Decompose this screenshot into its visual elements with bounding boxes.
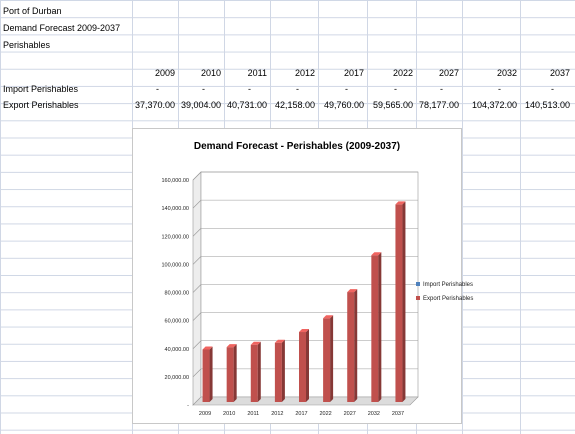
data-cell[interactable]: 49,760.00 [323,100,364,110]
y-tick-label: 20,000.00 [165,375,189,381]
bar-export-2037 [395,204,403,402]
x-tick-label: 2009 [199,411,211,417]
bar-top-export-2022 [323,315,334,319]
data-cell[interactable]: - [296,84,299,94]
data-cell[interactable]: 37,370.00 [134,100,175,110]
bar-export-2012 [274,342,282,402]
year-header-cell[interactable]: 2012 [294,68,315,78]
year-header-cell[interactable]: 2010 [200,68,221,78]
bar-export-2009 [202,349,210,402]
gridline-diagonal [192,312,202,321]
bar-top-export-2027 [347,289,358,293]
year-header-cell[interactable]: 2032 [496,68,517,78]
x-tick-label: 2011 [247,411,259,417]
year-header-cell[interactable]: 2027 [438,68,459,78]
bar-top-export-2010 [226,344,237,348]
legend-swatch [416,282,420,287]
data-cell[interactable]: - [202,84,205,94]
bar-export-2032 [371,255,379,402]
row-label[interactable]: Import Perishables [3,84,79,94]
legend-label: Export Perishables [423,296,474,302]
bar-side-export-2010 [233,344,237,402]
y-tick-label: 80,000.00 [165,291,189,297]
column-divider [462,0,463,434]
y-tick-label: 60,000.00 [165,319,189,325]
gridline-diagonal [192,256,202,265]
chart-plot: - 20,000.00 40,000.00 60,000.00 80,000.00 100… [161,171,419,417]
data-cell[interactable]: 78,177.00 [418,100,459,110]
bar-top-export-2009 [202,346,213,350]
x-tick-label: 2022 [319,411,331,417]
legend-label: Import Perishables [423,282,474,288]
data-cell[interactable]: - [498,84,501,94]
gridline-diagonal [192,199,202,209]
bar-side-export-2012 [281,339,285,402]
x-tick-label: 2010 [223,411,235,417]
data-cell[interactable]: 140,513.00 [524,100,570,110]
year-header-cell[interactable]: 2011 [247,68,267,78]
bar-side-export-2032 [378,252,382,402]
data-cell[interactable]: 59,565.00 [372,100,413,110]
chart-title: Demand Forecast - Perishables (2009-2037… [193,141,401,152]
gridline-diagonal [192,171,202,181]
gridline-diagonal [192,340,202,349]
legend-entry[interactable]: Import Perishables [416,281,473,290]
bar-side-export-2009 [209,346,213,402]
bar-side-export-2011 [257,341,261,402]
y-tick-label: 40,000.00 [165,347,189,353]
bar-export-2011 [250,344,258,402]
data-cell[interactable]: - [551,84,554,94]
bar-export-2010 [226,347,234,402]
data-cell[interactable]: - [248,84,251,94]
y-tick-label: 160,000.00 [161,178,189,184]
y-tick-label: 100,000.00 [161,262,189,268]
chart[interactable]: Demand Forecast - Perishables (2009-2037… [132,128,473,424]
x-tick-label: 2017 [295,411,307,417]
bar-top-export-2032 [371,252,382,256]
year-header-cell[interactable]: 2009 [154,68,175,78]
legend-swatch [416,296,420,301]
data-cell[interactable]: 42,158.00 [274,100,315,110]
bar-top-export-2017 [299,329,309,333]
year-header-cell[interactable]: 2022 [392,68,413,78]
bar-side-export-2022 [330,315,334,402]
year-header-cell[interactable]: 2037 [549,68,570,78]
y-tick-label: - [187,403,189,409]
row-label[interactable]: Export Perishables [3,100,79,110]
gridline-diagonal [192,228,202,237]
year-header-cell[interactable]: 2017 [343,68,364,78]
bar-side-export-2027 [354,289,358,402]
bar-side-export-2017 [306,329,309,402]
column-divider [520,0,521,434]
data-cell[interactable]: - [394,84,397,94]
y-tick-label: 140,000.00 [161,206,189,212]
gridline-diagonal [192,368,202,378]
data-cell[interactable]: 39,004.00 [180,100,221,110]
x-tick-label: 2032 [368,411,380,417]
x-tick-label: 2037 [392,411,404,417]
bar-export-2027 [347,292,355,402]
bar-side-export-2037 [402,201,406,402]
sheet-header-line[interactable]: Perishables [3,40,51,51]
x-tick-label: 2027 [344,411,356,417]
data-cell[interactable]: 104,372.00 [471,100,517,110]
gridline-diagonal [192,284,202,293]
bar-export-2022 [323,318,331,402]
sheet-header-line[interactable]: Port of Durban [3,6,62,16]
bar-top-export-2037 [395,201,406,205]
data-cell[interactable]: - [156,84,159,94]
bar-top-export-2012 [274,339,285,343]
x-tick-label: 2012 [271,411,283,417]
y-tick-label: 120,000.00 [161,234,189,240]
bar-top-export-2011 [250,341,261,345]
data-cell[interactable]: - [345,84,348,94]
bar-export-2017 [299,332,306,402]
sheet-header-line[interactable]: Demand Forecast 2009-2037 [3,23,121,34]
data-cell[interactable]: - [440,84,443,94]
legend-entry[interactable]: Export Perishables [416,295,473,304]
data-cell[interactable]: 40,731.00 [226,100,267,110]
